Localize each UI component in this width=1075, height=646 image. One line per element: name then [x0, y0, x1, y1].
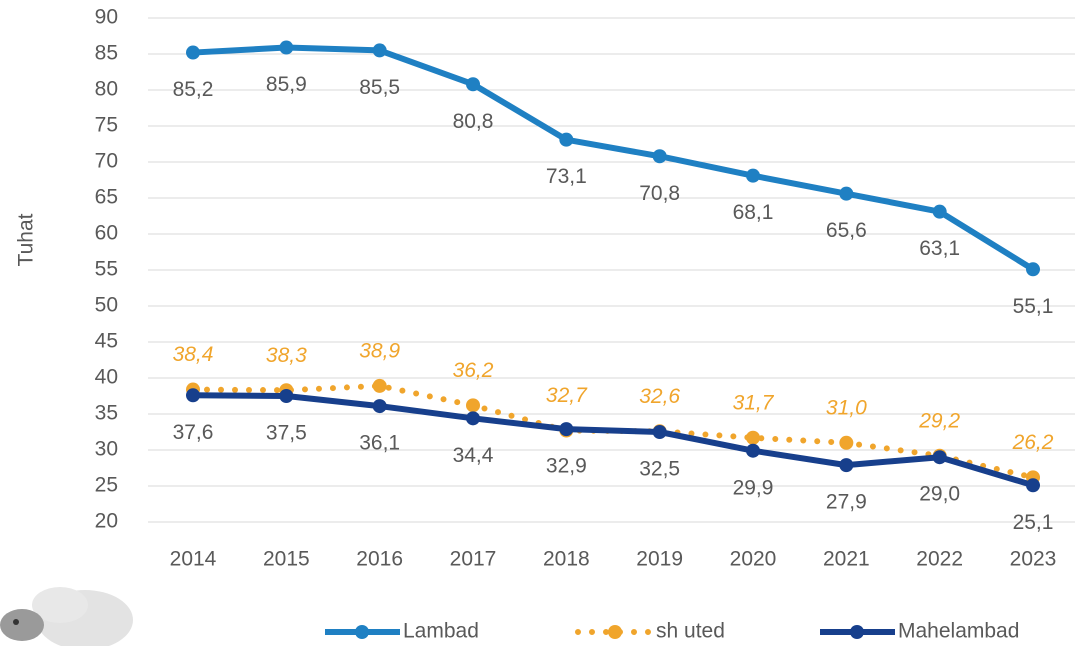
data-point: [373, 43, 387, 57]
legend-label: Mahelambad: [898, 620, 1019, 643]
data-label: 38,3: [266, 344, 307, 367]
data-point: [839, 187, 853, 201]
data-label: 70,8: [639, 182, 680, 205]
x-tick-label: 2017: [450, 548, 497, 571]
data-point: [559, 422, 573, 436]
y-tick-label: 25: [95, 474, 118, 497]
data-point: [373, 399, 387, 413]
x-tick-label: 2016: [356, 548, 403, 571]
data-label: 29,9: [733, 476, 774, 499]
x-tick-label: 2018: [543, 548, 590, 571]
legend-marker: [850, 625, 864, 639]
series-line: [193, 48, 1033, 270]
data-label: 32,7: [546, 384, 588, 407]
data-point: [279, 389, 293, 403]
y-tick-label: 30: [95, 438, 118, 461]
y-tick-label: 50: [95, 294, 118, 317]
data-point: [466, 398, 480, 412]
data-label: 80,8: [453, 110, 494, 133]
data-point: [839, 436, 853, 450]
x-tick-label: 2023: [1010, 548, 1057, 571]
data-point: [186, 388, 200, 402]
y-tick-label: 70: [95, 150, 118, 173]
y-tick-label: 75: [95, 114, 118, 137]
data-point: [746, 444, 760, 458]
data-point: [559, 133, 573, 147]
data-label: 85,5: [359, 76, 400, 99]
y-tick-label: 65: [95, 186, 118, 209]
x-tick-label: 2015: [263, 548, 310, 571]
data-label: 38,9: [359, 339, 400, 362]
data-point: [839, 458, 853, 472]
data-label: 63,1: [919, 237, 960, 260]
data-point: [466, 77, 480, 91]
data-label: 29,0: [919, 483, 960, 506]
data-label: 29,2: [918, 409, 960, 432]
data-point: [1026, 262, 1040, 276]
y-tick-label: 20: [95, 510, 118, 533]
y-tick-label: 40: [95, 366, 118, 389]
data-point: [933, 205, 947, 219]
y-tick-label: 90: [95, 6, 118, 29]
x-tick-label: 2020: [730, 548, 777, 571]
data-point: [653, 425, 667, 439]
data-label: 32,6: [639, 385, 680, 408]
data-point: [1026, 478, 1040, 492]
data-label: 26,2: [1012, 431, 1054, 454]
data-label: 68,1: [733, 201, 774, 224]
x-tick-label: 2019: [636, 548, 683, 571]
sheep-head: [0, 609, 44, 641]
legend-marker: [608, 625, 622, 639]
data-label: 85,2: [173, 78, 214, 101]
data-point: [746, 169, 760, 183]
legend-marker: [355, 625, 369, 639]
sheep-eye: [13, 619, 19, 625]
data-label: 32,5: [639, 458, 680, 481]
data-label: 25,1: [1013, 511, 1054, 534]
data-point: [373, 379, 387, 393]
y-tick-label: 45: [95, 330, 118, 353]
x-tick-label: 2014: [170, 548, 217, 571]
data-point: [279, 41, 293, 55]
data-point: [186, 46, 200, 60]
data-label: 36,1: [359, 432, 400, 455]
sheep-icon: [0, 587, 133, 646]
data-label: 37,5: [266, 422, 307, 445]
data-label: 34,4: [453, 444, 494, 467]
data-label: 32,9: [546, 455, 587, 478]
y-axis-label: Tuhat: [15, 213, 38, 266]
page: Tuhat 20 25 30 35 40 45 50 55 60 65 70 75 80 85 90 2014…: [0, 0, 1075, 646]
data-point: [933, 450, 947, 464]
data-label: 55,1: [1013, 295, 1054, 318]
data-label: 36,2: [453, 359, 494, 382]
y-tick-label: 60: [95, 222, 118, 245]
data-label: 37,6: [173, 421, 214, 444]
data-label: 27,9: [826, 491, 867, 514]
chart: Tuhat 20 25 30 35 40 45 50 55 60 65 70 75 80 85 90 2014…: [0, 0, 1075, 646]
data-point: [653, 149, 667, 163]
data-label: 38,4: [173, 343, 214, 366]
data-label: 73,1: [546, 165, 587, 188]
data-label: 85,9: [266, 73, 307, 96]
legend-label: sh uted: [656, 620, 725, 643]
legend-label: Lambad: [403, 620, 479, 643]
data-label: 65,6: [826, 219, 867, 242]
data-label: 31,7: [733, 391, 775, 414]
x-tick-label: 2021: [823, 548, 870, 571]
y-tick-label: 85: [95, 42, 118, 65]
series-line: [193, 395, 1033, 485]
data-label: 31,0: [826, 396, 867, 419]
x-tick-label: 2022: [916, 548, 963, 571]
data-point: [746, 431, 760, 445]
y-tick-label: 80: [95, 78, 118, 101]
y-tick-label: 55: [95, 258, 118, 281]
data-point: [466, 411, 480, 425]
y-tick-label: 35: [95, 402, 118, 425]
